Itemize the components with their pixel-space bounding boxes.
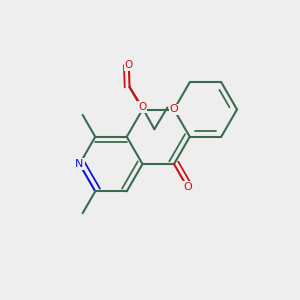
Text: N: N <box>75 159 84 169</box>
Text: O: O <box>138 102 146 112</box>
Text: N: N <box>75 159 84 169</box>
Text: O: O <box>169 104 178 115</box>
Text: O: O <box>183 182 192 192</box>
Text: O: O <box>183 182 192 192</box>
Text: O: O <box>125 60 133 70</box>
Text: O: O <box>169 104 178 115</box>
